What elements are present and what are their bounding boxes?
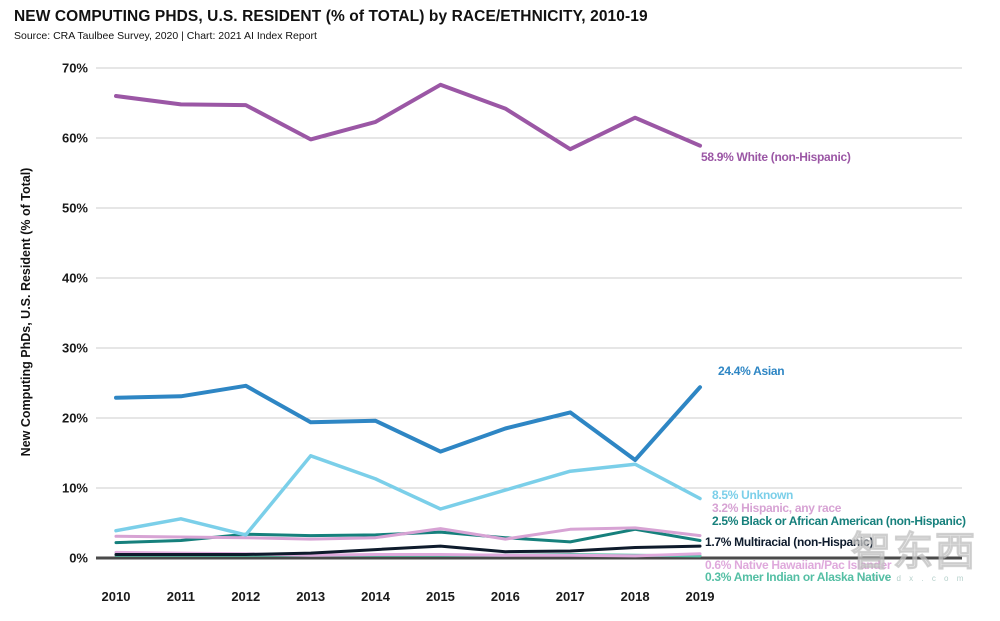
page-title: NEW COMPUTING PHDS, U.S. RESIDENT (% of …: [14, 8, 648, 25]
series-label-asian: 24.4% Asian: [718, 364, 784, 378]
series-line-white-non-hispanic-: [114, 82, 703, 152]
y-tick-label: 60%: [62, 131, 88, 146]
series-line-unknown: [114, 454, 702, 537]
source-caption: Source: CRA Taulbee Survey, 2020 | Chart…: [14, 30, 317, 42]
series-label-hispanic-any-race: 3.2% Hispanic, any race: [712, 501, 842, 515]
series-label-native-hawaiian-pac-islander: 0.6% Native Hawaiian/Pac Islander: [705, 558, 892, 572]
x-tick-label: 2015: [426, 589, 455, 604]
x-tick-label: 2014: [361, 589, 391, 604]
x-tick-label: 2013: [296, 589, 325, 604]
x-tick-label: 2012: [231, 589, 260, 604]
x-tick-label: 2018: [621, 589, 650, 604]
x-tick-label: 2019: [686, 589, 715, 604]
series-label-white-non-hispanic-: 58.9% White (non-Hispanic): [701, 150, 851, 164]
y-tick-label: 30%: [62, 341, 88, 356]
series-label-multiracial-non-hispanic-: 1.7% Multiracial (non-Hispanic): [705, 535, 873, 549]
y-tick-label: 20%: [62, 411, 88, 426]
x-tick-label: 2010: [102, 589, 131, 604]
series-line-asian: [114, 383, 703, 462]
x-tick-label: 2011: [167, 589, 195, 604]
y-tick-label: 70%: [62, 61, 88, 76]
y-tick-label: 50%: [62, 201, 88, 216]
series-label-unknown: 8.5% Unknown: [712, 488, 793, 502]
series-label-amer-indian-or-alaska-native: 0.3% Amer Indian or Alaska Native: [705, 570, 892, 584]
series-label-black-or-african-american-non-hispanic-: 2.5% Black or African American (non-Hisp…: [712, 514, 966, 528]
series-line-multiracial-non-hispanic-: [114, 544, 702, 556]
y-tick-label: 0%: [69, 551, 88, 566]
y-tick-label: 40%: [62, 271, 88, 286]
x-tick-label: 2017: [556, 589, 585, 604]
x-tick-label: 2016: [491, 589, 520, 604]
series-line-hispanic-any-race: [114, 526, 702, 541]
y-tick-label: 10%: [62, 481, 88, 496]
